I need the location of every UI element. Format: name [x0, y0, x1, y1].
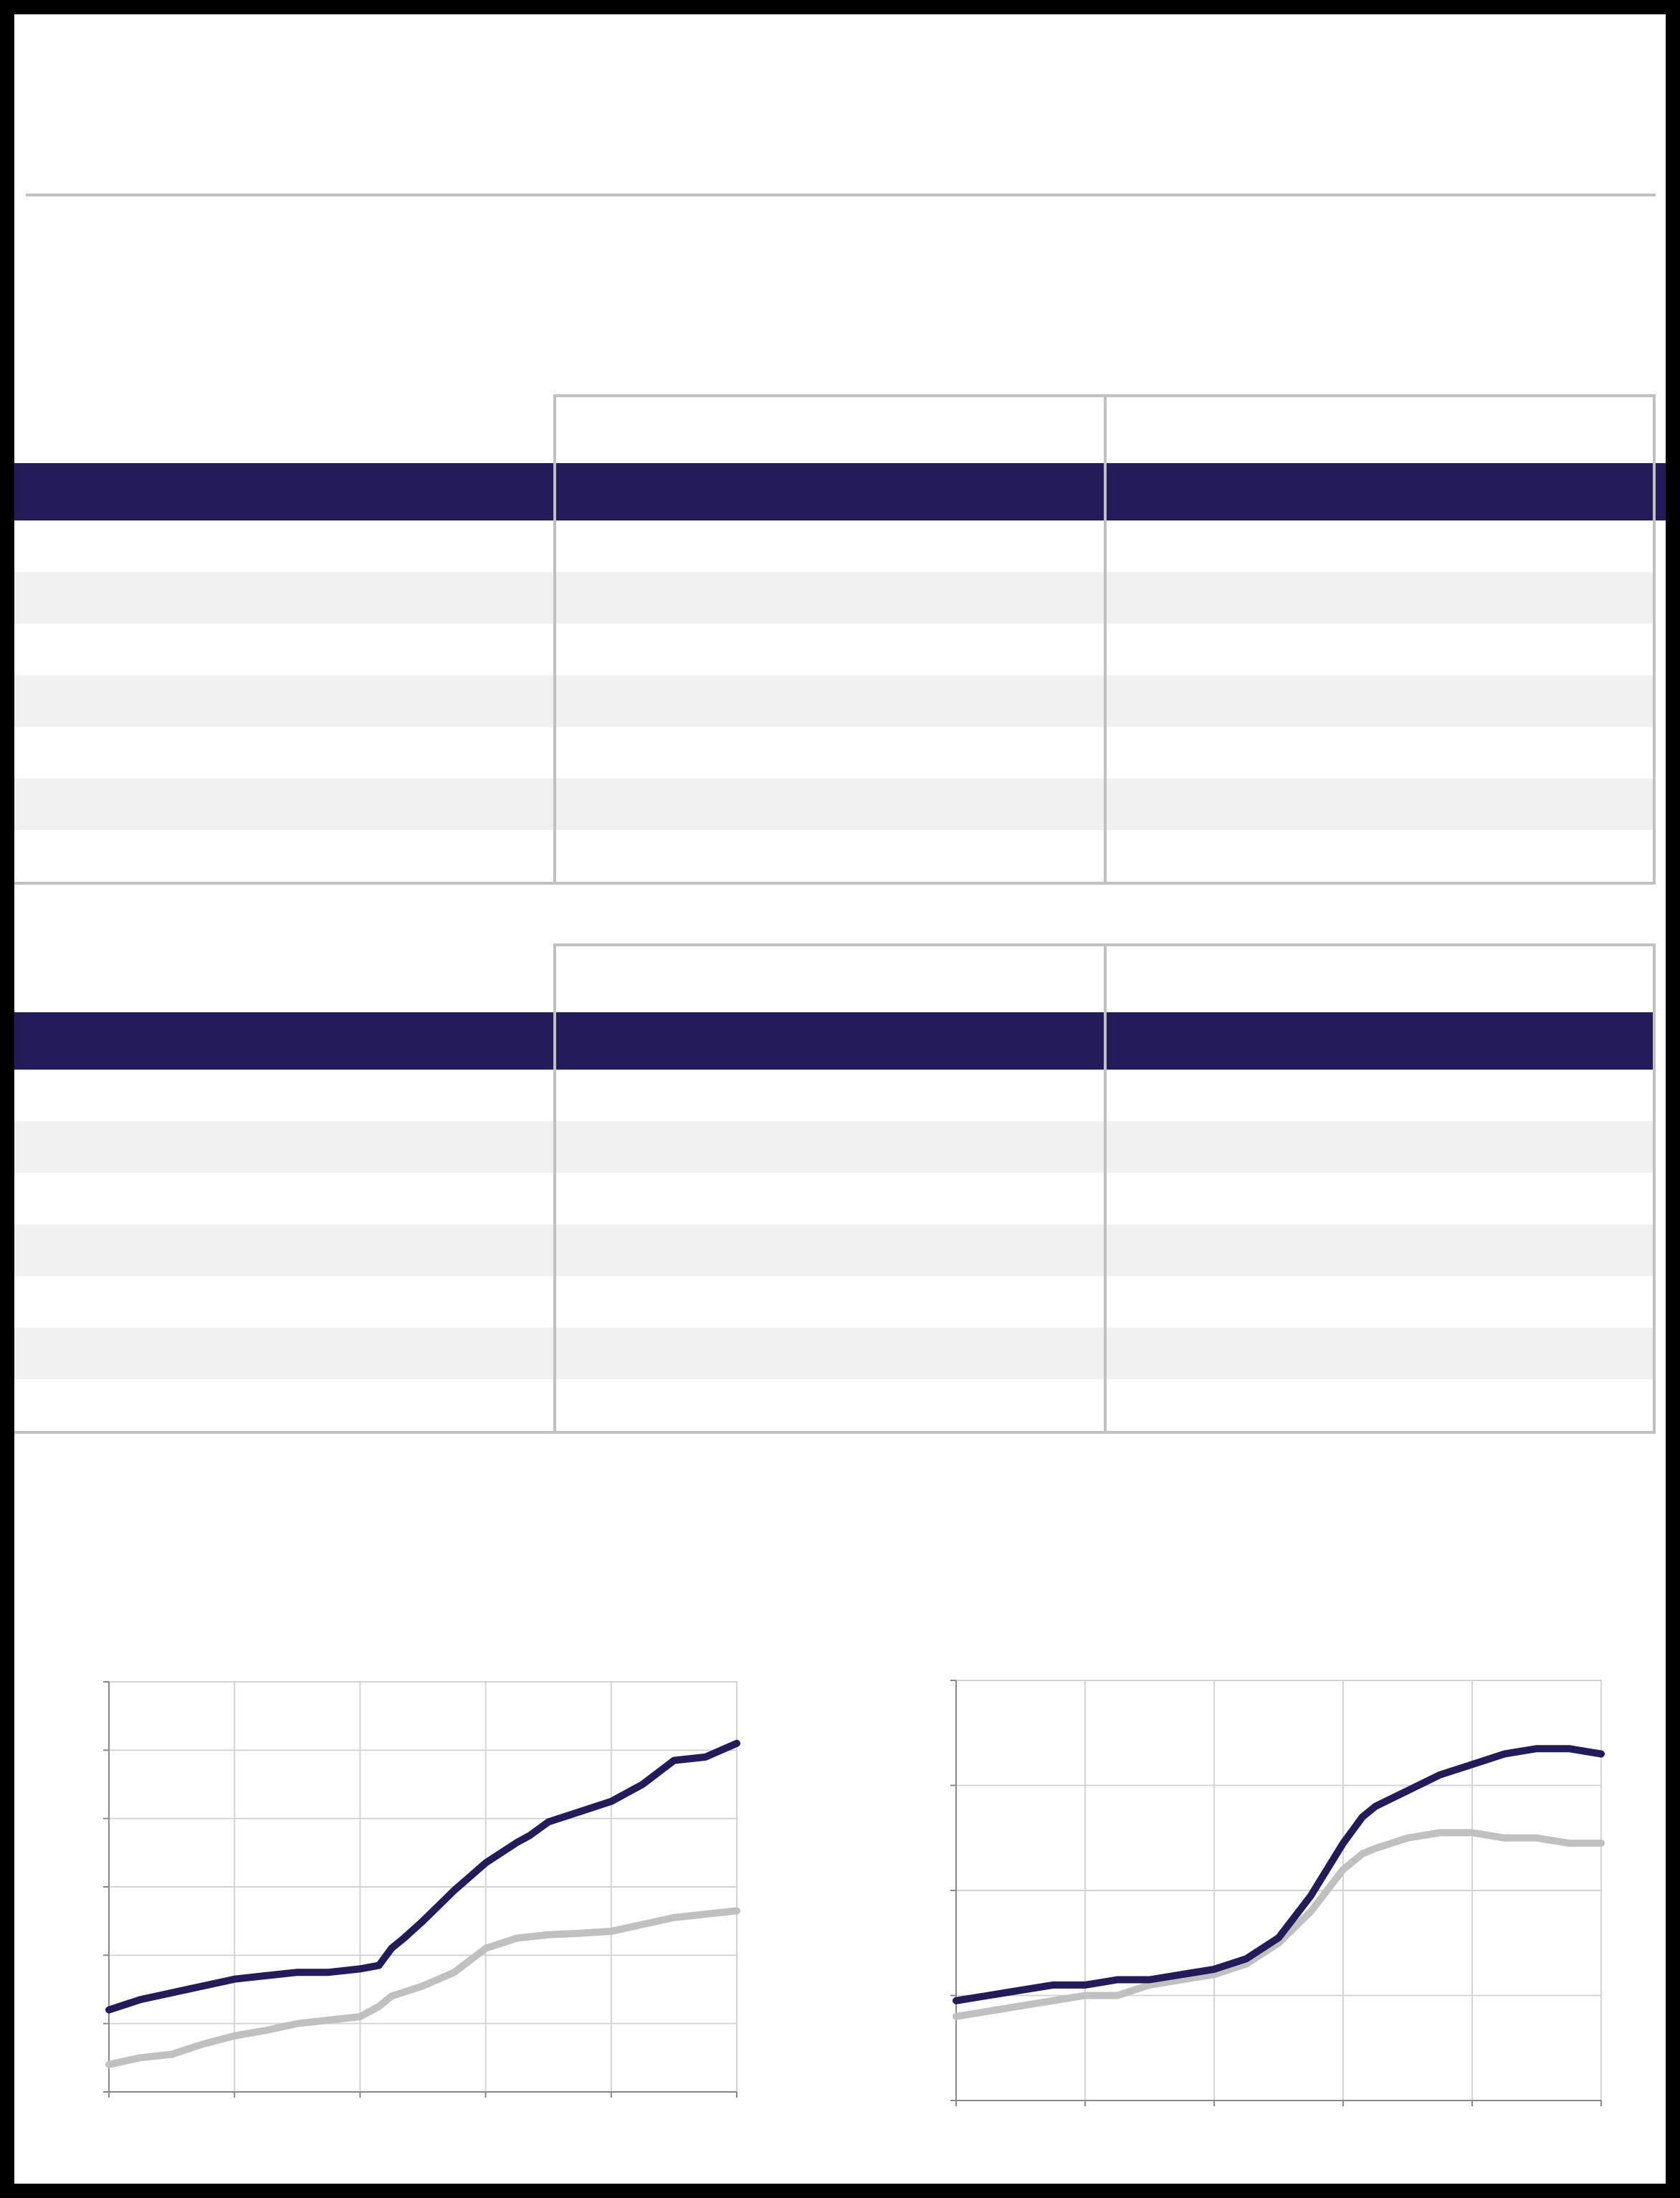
- table-cell: [1104, 1070, 1656, 1121]
- series-line-2: [105, 1907, 740, 2068]
- table-cell: [553, 1328, 1104, 1379]
- table-cell: [553, 624, 1104, 675]
- table-cell: [14, 675, 553, 727]
- data-table-2: [14, 943, 1656, 1434]
- table-cell: [553, 1121, 1104, 1173]
- table-cell: [14, 1070, 553, 1121]
- table-cell: [1104, 779, 1656, 830]
- table-cell: [553, 1224, 1104, 1276]
- table-cell: [14, 727, 553, 779]
- table-cell: [553, 1276, 1104, 1328]
- table-cell: [1104, 1224, 1656, 1276]
- table-cell: [1104, 1173, 1656, 1224]
- table-cell: [14, 1224, 553, 1276]
- table-cell: [14, 1121, 553, 1173]
- series-line-1: [953, 1745, 1605, 2004]
- header-cell: [1104, 463, 1656, 520]
- table-cell: [1104, 830, 1656, 882]
- column-top-label: [553, 394, 1107, 463]
- table-cell: [1104, 520, 1656, 572]
- header-cell: [553, 463, 1104, 520]
- table-cell: [1104, 624, 1656, 675]
- table-cell: [1104, 1276, 1656, 1328]
- table-cell: [1104, 1379, 1656, 1431]
- line-chart-right: [948, 1673, 1610, 2109]
- column-top-label: [553, 943, 1107, 1012]
- table-bottom-rule: [14, 1431, 1656, 1434]
- line-chart-right-svg: [950, 1680, 1605, 2106]
- table-cell: [14, 1379, 553, 1431]
- table-row: [14, 830, 1656, 882]
- series-line-1: [105, 1739, 740, 2014]
- table-row: [14, 727, 1656, 779]
- column-top-label: [1104, 943, 1656, 1012]
- page-title: [43, 65, 1620, 122]
- table-row: [14, 1070, 1656, 1121]
- table-cell: [14, 520, 553, 572]
- header-cell: [553, 1012, 1104, 1070]
- table-cell: [553, 675, 1104, 727]
- title-divider: [26, 194, 1656, 196]
- table-row: [14, 1173, 1656, 1224]
- table-cell: [14, 572, 553, 624]
- table-cell: [14, 624, 553, 675]
- line-chart-left: [100, 1673, 745, 2101]
- table-row: [14, 1328, 1656, 1379]
- table-cell: [14, 1276, 553, 1328]
- table-cell: [14, 1173, 553, 1224]
- table-cell: [1104, 1121, 1656, 1173]
- header-cell: [1104, 1012, 1656, 1070]
- table-cell: [553, 520, 1104, 572]
- table-cell: [14, 1328, 553, 1379]
- table-cell: [553, 1379, 1104, 1431]
- table-cell: [553, 830, 1104, 882]
- table-row: [14, 520, 1656, 572]
- line-chart-left-svg: [103, 1681, 740, 2098]
- table-cell: [553, 1173, 1104, 1224]
- header-cell: [14, 1012, 553, 1070]
- table-row: [14, 1121, 1656, 1173]
- table-cell: [1104, 727, 1656, 779]
- table-row: [14, 675, 1656, 727]
- table-row: [14, 1276, 1656, 1328]
- header-cell: [14, 463, 553, 520]
- table-cell: [1104, 572, 1656, 624]
- page-subtitle: [43, 129, 1620, 172]
- table-cell: [14, 830, 553, 882]
- table-cell: [14, 779, 553, 830]
- table-row: [14, 779, 1656, 830]
- table-row: [14, 572, 1656, 624]
- table-header: [14, 463, 1666, 520]
- series-line-2: [953, 1829, 1605, 2020]
- table-header: [14, 1012, 1656, 1070]
- table-cell: [553, 1070, 1104, 1121]
- table-cell: [553, 572, 1104, 624]
- data-table-1: [14, 394, 1666, 885]
- table-bottom-rule: [14, 882, 1656, 885]
- table-cell: [553, 727, 1104, 779]
- table-cell: [1104, 675, 1656, 727]
- table-cell: [1104, 1328, 1656, 1379]
- column-top-label: [1104, 394, 1656, 463]
- table-cell: [553, 779, 1104, 830]
- table-row: [14, 624, 1656, 675]
- table-row: [14, 1379, 1656, 1431]
- table-row: [14, 1224, 1656, 1276]
